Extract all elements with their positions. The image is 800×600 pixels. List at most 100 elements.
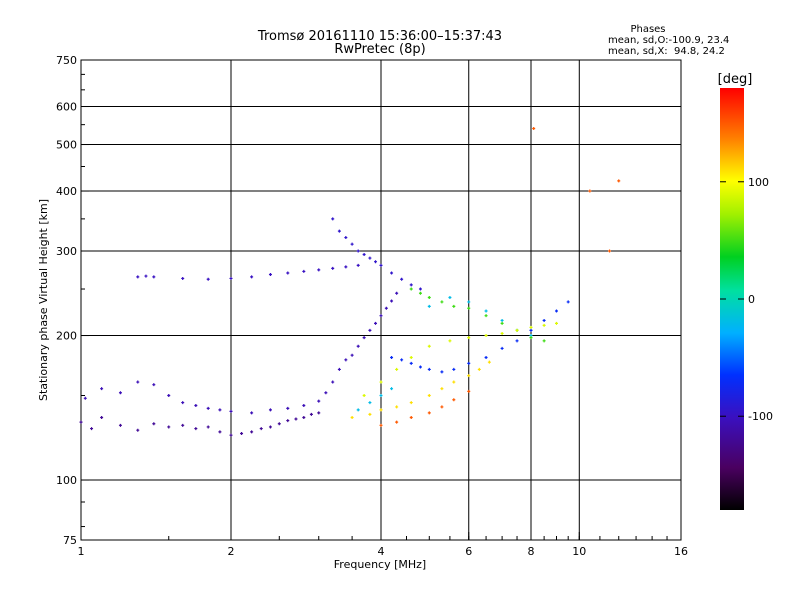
data-point (617, 179, 621, 183)
data-point (395, 291, 399, 295)
data-point (542, 339, 546, 343)
data-point (390, 271, 394, 275)
data-point (350, 242, 354, 246)
x-tick-label: 16 (674, 545, 688, 558)
data-point (542, 318, 546, 322)
data-point (395, 420, 399, 424)
data-point (331, 217, 335, 221)
data-point (566, 300, 570, 304)
data-point (379, 263, 383, 267)
x-tick-label: 6 (465, 545, 472, 558)
data-point (118, 423, 122, 427)
data-point (390, 355, 394, 359)
data-point (409, 287, 413, 291)
data-point (554, 321, 558, 325)
data-point (350, 415, 354, 419)
data-point (440, 370, 444, 374)
data-point (379, 394, 383, 398)
data-point (356, 249, 360, 253)
data-point (250, 430, 254, 434)
data-point (500, 346, 504, 350)
data-point (268, 408, 272, 412)
data-point (500, 331, 504, 335)
y-tick-label: 100 (56, 474, 77, 487)
colorbar-label: [deg] (718, 72, 753, 87)
data-point (452, 367, 456, 371)
data-point (268, 425, 272, 429)
data-point (152, 383, 156, 387)
data-point (268, 273, 272, 277)
data-point (144, 274, 148, 278)
data-point (500, 321, 504, 325)
data-point (344, 358, 348, 362)
data-point (452, 304, 456, 308)
y-tick-label: 400 (56, 185, 77, 198)
data-point (484, 334, 488, 338)
data-point (390, 387, 394, 391)
chart-title-line1: Tromsø 20161110 15:36:00–15:37:43 (257, 29, 502, 44)
data-point (484, 355, 488, 359)
data-point (400, 358, 404, 362)
data-point (324, 391, 328, 395)
data-point (229, 433, 233, 437)
data-point (100, 387, 104, 391)
data-point (467, 336, 471, 340)
data-point (448, 339, 452, 343)
data-point (206, 406, 210, 410)
data-point (362, 336, 366, 340)
y-tick-label: 500 (56, 139, 77, 152)
y-tick-label: 75 (63, 534, 77, 547)
data-point (136, 428, 140, 432)
y-axis-label: Stationary phase Virtual Height [km] (37, 199, 50, 401)
data-point (379, 380, 383, 384)
data-point (368, 412, 372, 416)
x-tick-label: 8 (528, 545, 535, 558)
data-point (440, 387, 444, 391)
data-point (286, 406, 290, 410)
x-tick-label: 2 (228, 545, 235, 558)
phases-x-stats: mean, sd,X: 94.8, 24.2 (608, 46, 725, 57)
data-point (259, 427, 263, 431)
data-point (418, 291, 422, 295)
data-point (309, 412, 313, 416)
data-point (427, 411, 431, 415)
data-point (409, 401, 413, 405)
x-tick-label: 4 (378, 545, 385, 558)
data-point (317, 268, 321, 272)
data-point (167, 425, 171, 429)
data-point (368, 328, 372, 332)
data-point (350, 353, 354, 357)
data-point (487, 360, 491, 364)
data-point (250, 275, 254, 279)
data-point (368, 401, 372, 405)
data-point (554, 309, 558, 313)
x-tick-label: 1 (78, 545, 85, 558)
phases-title: Phases (630, 24, 665, 35)
data-point (302, 415, 306, 419)
data-point (409, 355, 413, 359)
data-point (427, 394, 431, 398)
data-point (500, 318, 504, 322)
data-point (302, 269, 306, 273)
data-point (356, 408, 360, 412)
data-point (152, 275, 156, 279)
data-point (331, 266, 335, 270)
data-point (427, 367, 431, 371)
data-point (194, 427, 198, 431)
data-point (529, 336, 533, 340)
data-point (362, 394, 366, 398)
data-point (356, 263, 360, 267)
data-point (427, 344, 431, 348)
data-points (79, 126, 621, 437)
data-point (229, 409, 233, 413)
data-point (294, 417, 298, 421)
data-point (467, 300, 471, 304)
data-point (532, 126, 536, 130)
data-point (181, 276, 185, 280)
data-point (440, 300, 444, 304)
data-point (152, 422, 156, 426)
data-point (542, 323, 546, 327)
data-point (384, 306, 388, 310)
data-point (277, 422, 281, 426)
